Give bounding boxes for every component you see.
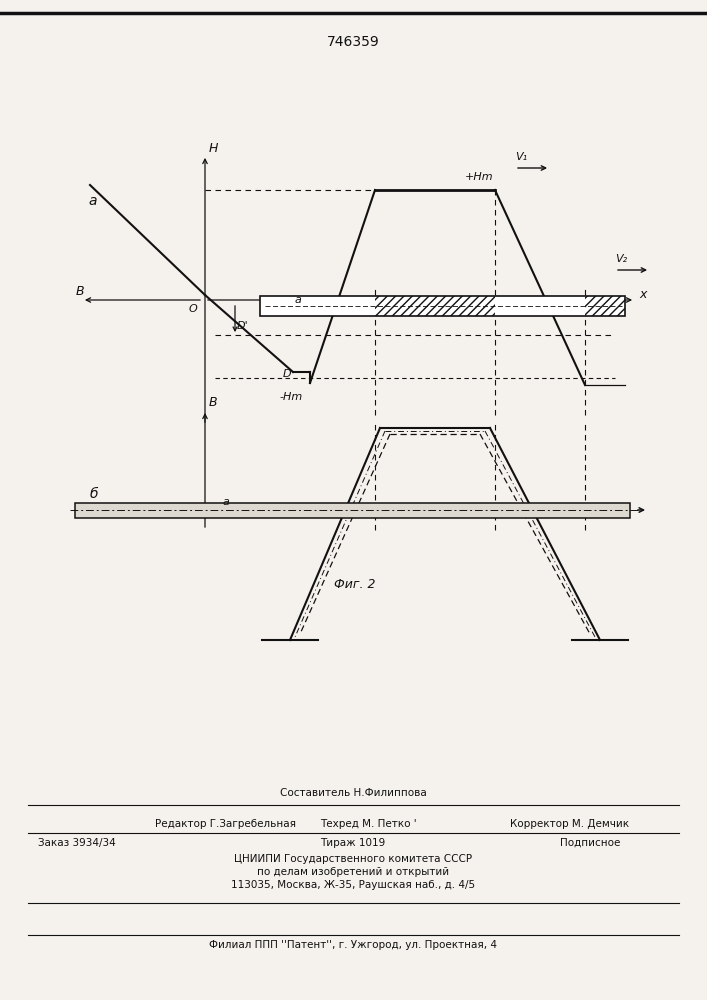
Text: Подписное: Подписное [560,838,620,848]
Text: D': D' [237,321,249,331]
Text: Тираж 1019: Тираж 1019 [320,838,385,848]
Text: Корректор М. Демчик: Корректор М. Демчик [510,819,629,829]
Text: +Hm: +Hm [465,172,493,182]
Bar [585,296,625,316]
Text: по делам изобретений и открытий: по делам изобретений и открытий [257,867,449,877]
Text: 113035, Москва, Ж-35, Раушская наб., д. 4/5: 113035, Москва, Ж-35, Раушская наб., д. … [231,880,475,890]
Text: x: x [639,288,646,301]
Text: -Hm: -Hm [280,392,303,402]
Bar [75,502,630,518]
Text: B: B [209,396,218,409]
Bar [375,296,495,316]
Text: Филиал ППП ''Патент'', г. Ужгород, ул. Проектная, 4: Филиал ППП ''Патент'', г. Ужгород, ул. П… [209,940,497,950]
Text: Техред М. Петко ': Техред М. Петко ' [320,819,416,829]
Text: б: б [90,487,98,501]
Text: B: B [76,285,85,298]
Text: V₁: V₁ [515,152,527,162]
Text: ЦНИИПИ Государственного комитета СССР: ЦНИИПИ Государственного комитета СССР [234,854,472,864]
Text: Фиг. 2: Фиг. 2 [334,578,375,591]
Bar [260,296,625,316]
Text: V₂: V₂ [615,254,627,264]
Text: Заказ 3934/34: Заказ 3934/34 [38,838,116,848]
Text: 746359: 746359 [327,35,380,49]
Text: H: H [209,142,218,155]
Text: Составитель Н.Филиппова: Составитель Н.Филиппова [280,788,426,798]
Text: a: a [295,295,302,305]
Text: a: a [88,194,96,208]
Text: a: a [223,497,230,507]
Text: Редактор Г.Загребельная: Редактор Г.Загребельная [155,819,296,829]
Text: D: D [283,369,291,379]
Text: O: O [189,304,198,314]
